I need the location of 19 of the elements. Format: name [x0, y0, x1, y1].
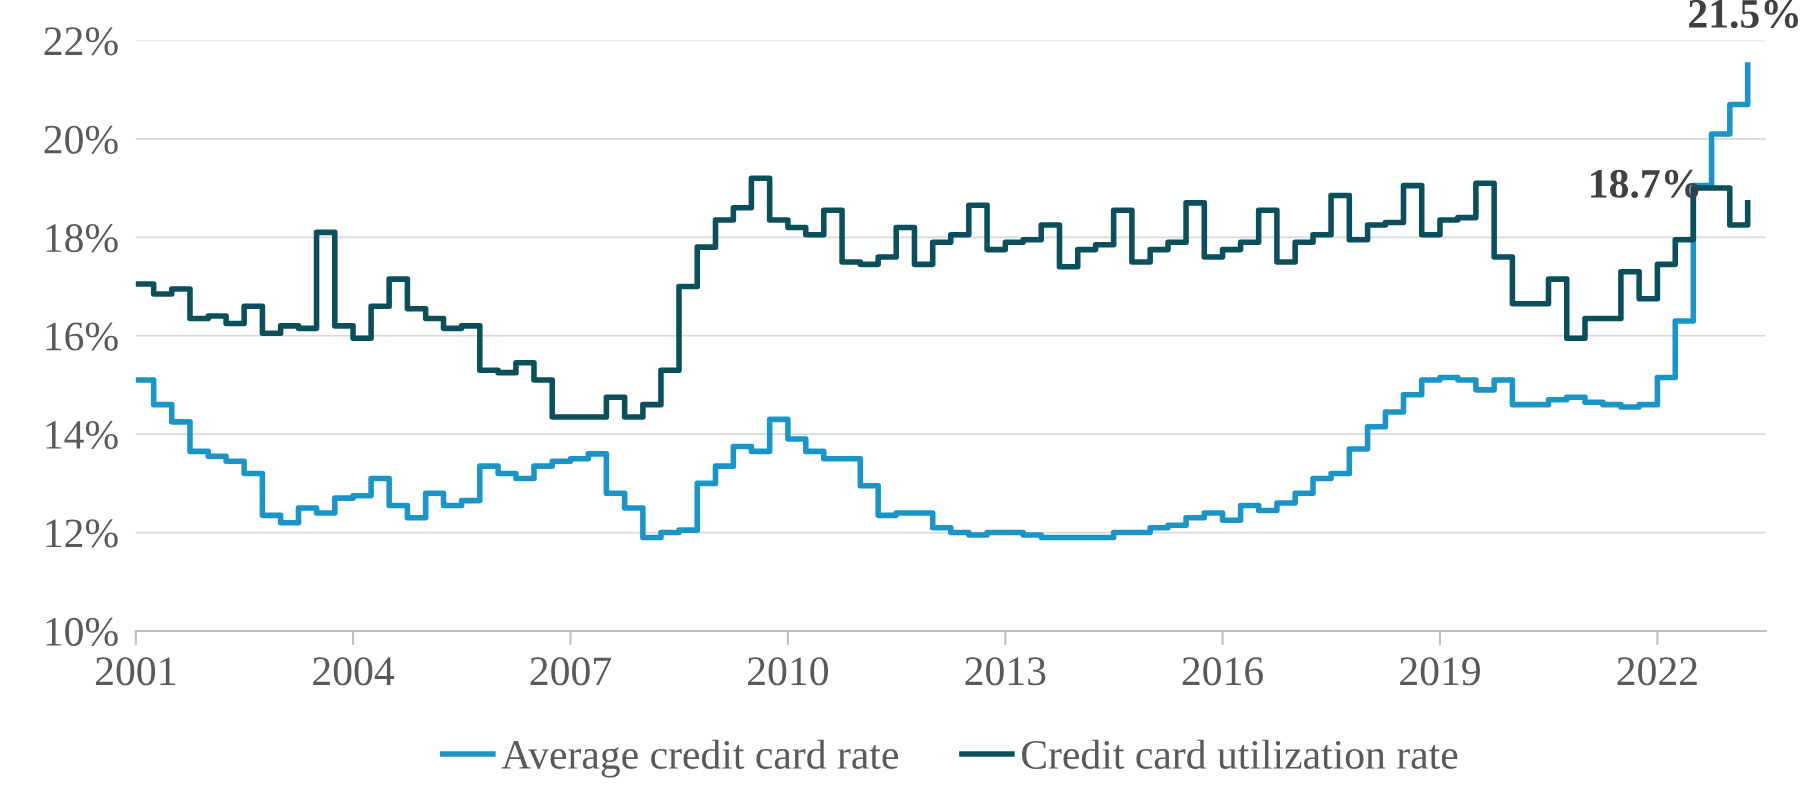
y-tick-label: 14%	[46, 420, 118, 450]
x-tick-label: 2013	[965, 657, 1046, 686]
legend-label: Average credit card rate	[501, 739, 898, 778]
x-tick-label: 2007	[530, 657, 611, 686]
x-tick-label: 2019	[1400, 657, 1480, 686]
text: 21.5%	[1689, 0, 1799, 29]
y-tick-label: 10%	[46, 617, 118, 647]
x-tick-label: 2004	[313, 657, 395, 686]
x-tick-label: 2022	[1617, 657, 1697, 686]
annotation: 18.7%	[1591, 169, 1699, 199]
x-tick-label: 2016	[1182, 657, 1263, 686]
y-tick-label: 20%	[44, 125, 118, 154]
y-tick-label: 12%	[46, 519, 118, 548]
y-tick-label: 16%	[46, 322, 118, 351]
x-tick-label: 2010	[748, 657, 828, 686]
x-tick-label: 2001	[95, 657, 175, 686]
y-tick-label: 22%	[44, 27, 118, 56]
y-tick-label: 18%	[46, 224, 118, 253]
legend-label: Credit card utilization rate	[1021, 739, 1458, 769]
